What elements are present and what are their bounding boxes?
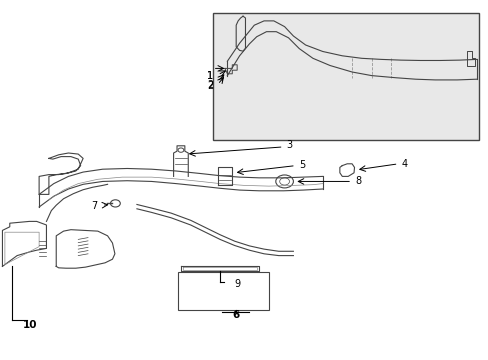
Text: 10: 10 — [23, 320, 38, 330]
Text: 3: 3 — [286, 140, 292, 150]
Text: 1: 1 — [207, 71, 213, 81]
Text: 5: 5 — [299, 160, 305, 170]
Text: 9: 9 — [234, 279, 240, 289]
Text: 6: 6 — [232, 310, 239, 320]
Bar — [178, 272, 268, 310]
Text: 7: 7 — [91, 201, 97, 211]
Text: 8: 8 — [355, 176, 361, 186]
Bar — [212, 13, 478, 140]
Text: 2: 2 — [207, 80, 213, 90]
Text: 4: 4 — [401, 159, 407, 169]
Text: 1: 1 — [207, 71, 213, 81]
Text: 2: 2 — [207, 81, 213, 91]
